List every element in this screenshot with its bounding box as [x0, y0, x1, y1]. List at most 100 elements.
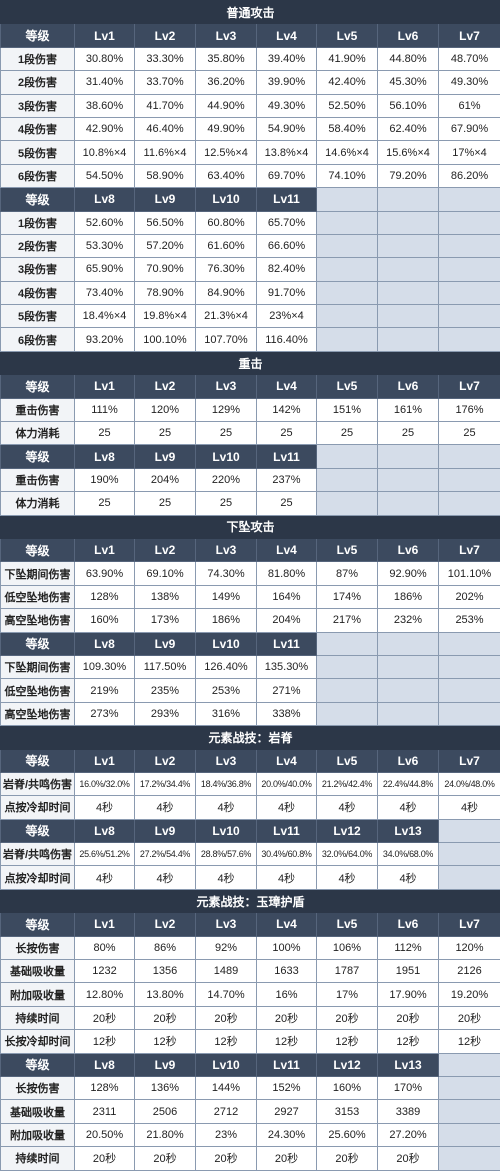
level-column-header: Lv2 [135, 538, 196, 561]
value-cell: 174% [317, 585, 378, 608]
value-cell: 18.4%×4 [75, 305, 135, 328]
value-cell: 41.70% [135, 94, 196, 117]
empty-cell [439, 843, 500, 866]
empty-cell [439, 492, 500, 515]
level-column-header: Lv7 [439, 538, 500, 561]
level-column-header: Lv11 [257, 445, 317, 468]
value-cell: 4秒 [196, 866, 257, 889]
value-cell: 30.80% [75, 47, 135, 70]
value-cell: 144% [196, 1076, 257, 1099]
value-cell: 20秒 [75, 1006, 135, 1029]
row-label: 长按冷却时间 [1, 1030, 75, 1053]
value-cell: 39.90% [257, 71, 317, 94]
value-cell: 69.10% [135, 562, 196, 585]
row-label: 2段伤害 [1, 234, 75, 257]
value-cell: 190% [75, 468, 135, 491]
value-cell: 35.80% [196, 47, 257, 70]
level-label-header: 等级 [1, 632, 75, 655]
value-cell: 202% [439, 585, 500, 608]
value-cell: 12秒 [439, 1030, 500, 1053]
value-cell: 2506 [135, 1100, 196, 1123]
value-cell: 25 [196, 422, 257, 445]
section-title-row: 重击 [1, 351, 500, 374]
empty-cell [317, 655, 378, 678]
value-cell: 204% [257, 609, 317, 632]
value-cell: 65.90% [75, 258, 135, 281]
row-label: 5段伤害 [1, 305, 75, 328]
row-label: 附加吸收量 [1, 983, 75, 1006]
empty-cell [439, 632, 500, 655]
empty-cell [378, 679, 439, 702]
value-cell: 4秒 [317, 796, 378, 819]
value-cell: 20秒 [439, 1006, 500, 1029]
row-label: 6段伤害 [1, 164, 75, 187]
value-cell: 92.90% [378, 562, 439, 585]
empty-cell [317, 258, 378, 281]
value-cell: 219% [75, 679, 135, 702]
value-cell: 160% [75, 609, 135, 632]
value-cell: 4秒 [196, 796, 257, 819]
empty-cell [317, 679, 378, 702]
empty-cell [439, 1100, 500, 1123]
value-cell: 49.30% [439, 71, 500, 94]
value-cell: 170% [378, 1076, 439, 1099]
value-cell: 49.90% [196, 117, 257, 140]
empty-cell [439, 819, 500, 842]
empty-cell [378, 468, 439, 491]
value-cell: 160% [317, 1076, 378, 1099]
level-column-header: Lv6 [378, 24, 439, 47]
value-cell: 12.5%×4 [196, 141, 257, 164]
empty-cell [317, 632, 378, 655]
value-cell: 91.70% [257, 281, 317, 304]
value-cell: 62.40% [378, 117, 439, 140]
row-label: 6段伤害 [1, 328, 75, 351]
row-label: 体力消耗 [1, 422, 75, 445]
value-cell: 66.60% [257, 234, 317, 257]
empty-cell [439, 188, 500, 211]
level-column-header: Lv8 [75, 632, 135, 655]
value-cell: 21.2%/42.4% [317, 772, 378, 795]
level-label-header: 等级 [1, 445, 75, 468]
value-cell: 4秒 [135, 796, 196, 819]
empty-cell [317, 468, 378, 491]
level-column-header: Lv4 [257, 538, 317, 561]
value-cell: 1787 [317, 960, 378, 983]
value-cell: 135.30% [257, 655, 317, 678]
level-column-header: Lv2 [135, 749, 196, 772]
empty-cell [378, 328, 439, 351]
row-label: 持续时间 [1, 1006, 75, 1029]
empty-cell [439, 1076, 500, 1099]
value-cell: 14.70% [196, 983, 257, 1006]
level-label-header: 等级 [1, 749, 75, 772]
level-label-header: 等级 [1, 538, 75, 561]
value-cell: 1633 [257, 960, 317, 983]
value-cell: 74.10% [317, 164, 378, 187]
level-column-header: Lv5 [317, 749, 378, 772]
value-cell: 76.30% [196, 258, 257, 281]
value-cell: 33.70% [135, 71, 196, 94]
empty-cell [317, 234, 378, 257]
value-cell: 79.20% [378, 164, 439, 187]
level-column-header: Lv12 [317, 1053, 378, 1076]
row-label: 持续时间 [1, 1147, 75, 1170]
value-cell: 17.90% [378, 983, 439, 1006]
value-cell: 217% [317, 609, 378, 632]
level-column-header: Lv5 [317, 538, 378, 561]
empty-cell [317, 702, 378, 725]
value-cell: 25 [135, 492, 196, 515]
value-cell: 65.70% [257, 211, 317, 234]
value-cell: 128% [75, 1076, 135, 1099]
empty-cell [378, 234, 439, 257]
value-cell: 24.30% [257, 1123, 317, 1146]
value-cell: 4秒 [257, 796, 317, 819]
empty-cell [317, 211, 378, 234]
